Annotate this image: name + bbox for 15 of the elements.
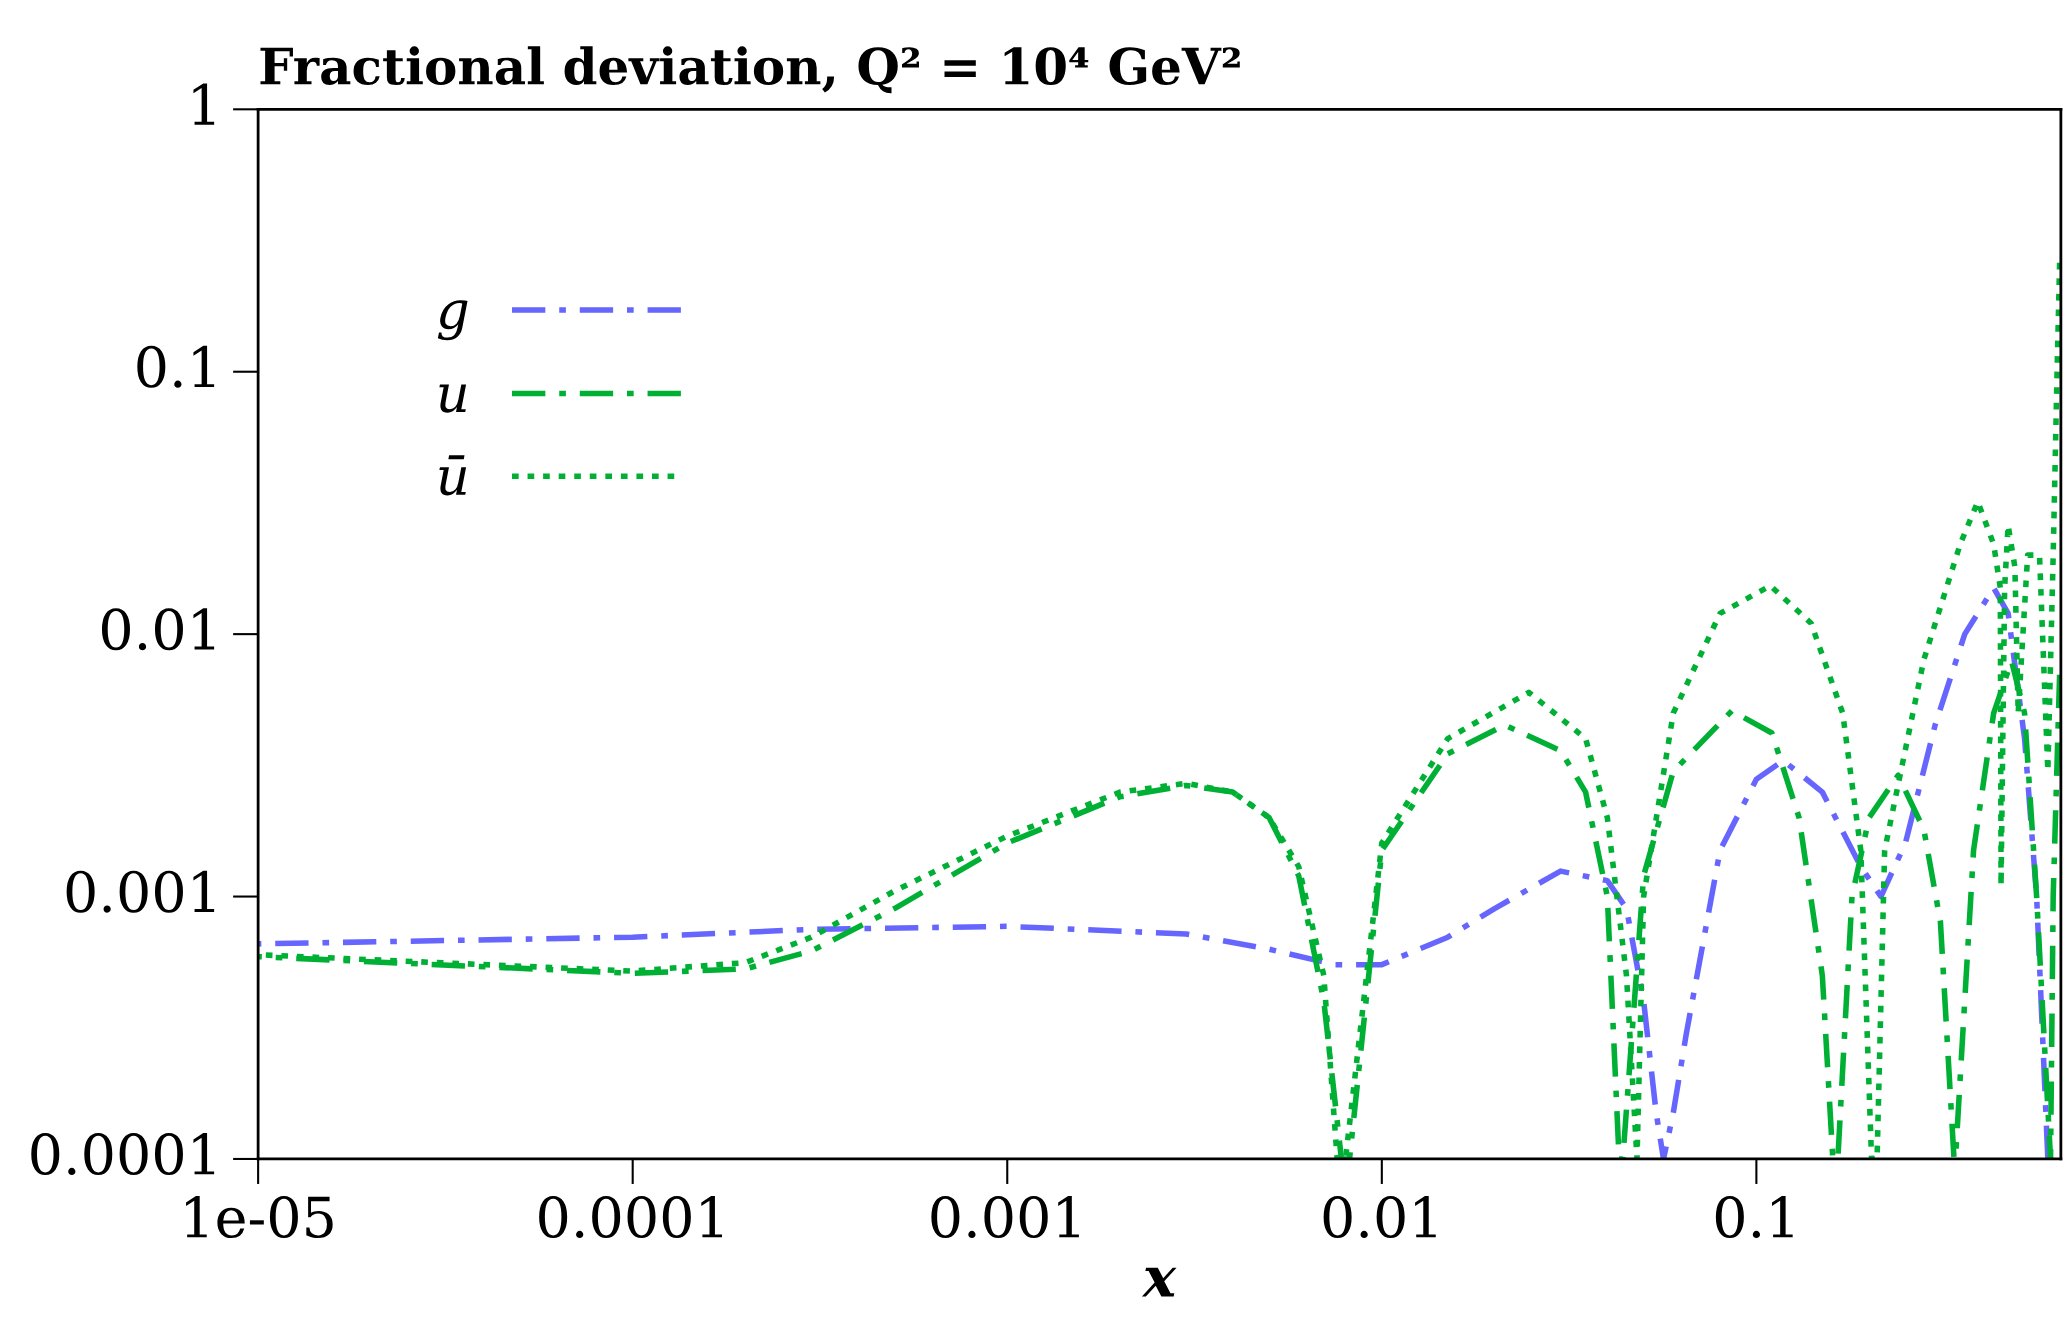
legend-label: ū — [439, 455, 467, 496]
x-tick-label: 0.1 — [1715, 1196, 1793, 1239]
x-axis-title: x — [1141, 1267, 1177, 1297]
y-tick-label: 1 — [193, 83, 215, 125]
x-tick-label: 0.01 — [1323, 1196, 1436, 1239]
chart-title: Fractional deviation, Q² = 10⁴ GeV² — [260, 46, 1240, 94]
y-tick-label: 0.01 — [101, 608, 215, 651]
y-tick-label: 0.1 — [137, 345, 215, 388]
y-tick-label: 0.001 — [66, 870, 215, 913]
x-tick-label: 0.001 — [931, 1196, 1079, 1239]
x-tick-label: 0.0001 — [539, 1196, 722, 1239]
legend-label: g — [437, 300, 468, 341]
legend-label: u — [439, 384, 467, 413]
y-tick-label: 0.0001 — [31, 1133, 215, 1176]
x-tick-label: 1e-05 — [186, 1196, 333, 1239]
